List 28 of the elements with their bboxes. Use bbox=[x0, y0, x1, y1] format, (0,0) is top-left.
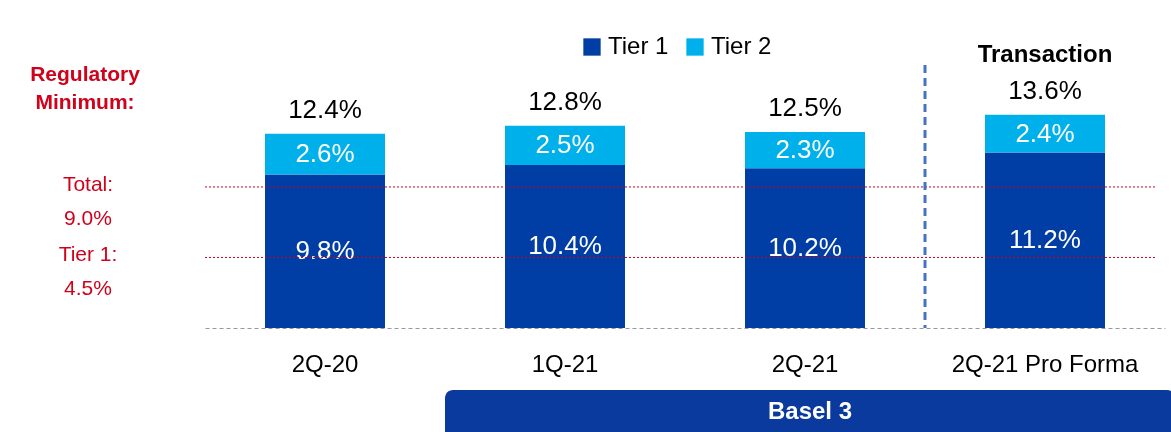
total-label: 13.6% bbox=[1008, 74, 1082, 105]
data-label: 2.6% bbox=[295, 138, 355, 169]
ref-line-label: Tier 1: 4.5% bbox=[58, 242, 118, 300]
x-tick-label: 1Q-21 bbox=[531, 349, 599, 377]
total-label: 12.5% bbox=[768, 92, 842, 123]
bar bbox=[745, 168, 865, 328]
bar bbox=[505, 125, 625, 165]
data-label: 9.8% bbox=[295, 235, 355, 266]
x-tick-label: 2Q-21 Pro Forma bbox=[951, 349, 1140, 377]
total-label: 12.8% bbox=[528, 85, 602, 116]
data-label: 10.2% bbox=[768, 232, 842, 263]
data-label: 11.2% bbox=[1009, 224, 1081, 255]
x-tick-label: 2Q-21 bbox=[771, 349, 839, 377]
x-tick-label: 2Q-20 bbox=[291, 349, 359, 377]
data-label: 10.4% bbox=[528, 230, 602, 261]
data-label: 2.3% bbox=[775, 134, 835, 165]
ref-line-label: Transaction bbox=[977, 40, 1113, 67]
text: Regulatory Minimum: bbox=[30, 62, 141, 113]
bar bbox=[505, 165, 625, 328]
bar bbox=[985, 152, 1105, 328]
data-label: 2.4% bbox=[1015, 117, 1075, 148]
bar bbox=[265, 174, 385, 328]
text: Basel 3 bbox=[767, 397, 853, 424]
legend-label: Tier 1 bbox=[608, 32, 669, 59]
ref-line-label: Total: 9.0% bbox=[62, 171, 114, 229]
legend-label: Tier 2 bbox=[711, 32, 772, 59]
data-label: 2.5% bbox=[535, 129, 595, 160]
total-label: 12.4% bbox=[288, 93, 362, 124]
